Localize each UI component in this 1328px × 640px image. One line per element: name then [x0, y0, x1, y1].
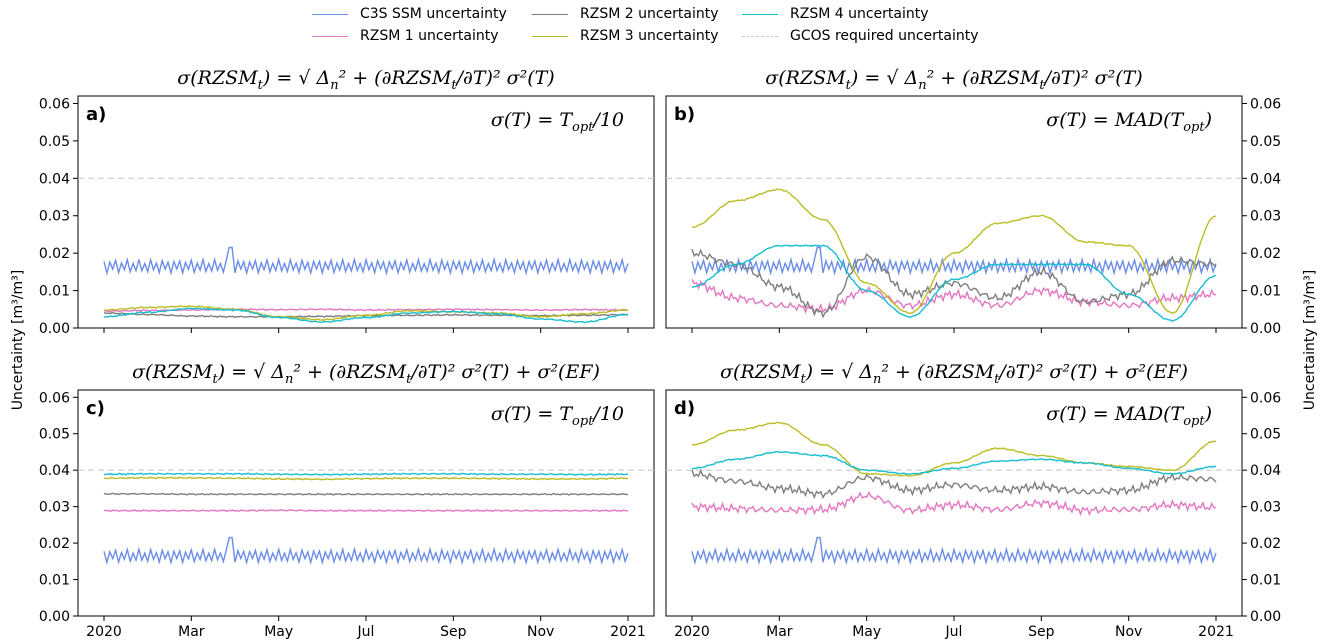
legend: C3S SSM uncertainty RZSM 1 uncertainty R… [312, 2, 1032, 46]
ytick-label: 0.04 [1250, 463, 1281, 479]
ytick-label: 0.06 [39, 96, 70, 112]
series-line-rzsm3 [691, 421, 1217, 477]
series-line-rzsm3 [103, 476, 629, 481]
xtick-label: 2020 [674, 624, 710, 640]
ytick-label: 0.04 [39, 171, 70, 187]
ytick-label: 0.05 [1250, 427, 1281, 443]
series-line-rzsm1 [103, 508, 628, 513]
xtick-label: 2020 [86, 624, 122, 640]
series-line-c3s [691, 246, 1217, 276]
ylabel-right: Uncertainty [m³/m³] [1302, 270, 1318, 410]
panel-formula: σ(RZSMt) = √ Δn² + (∂RZSMt/∂T)² σ²(T) + … [720, 361, 1188, 387]
legend-item-rzsm4: RZSM 4 uncertainty [742, 4, 929, 24]
xtick-label: May [264, 624, 293, 640]
ytick-label: 0.05 [39, 134, 70, 150]
series-line-rzsm1 [691, 278, 1217, 315]
xtick-label: Jul [357, 624, 375, 640]
ytick-label: 0.06 [1250, 390, 1281, 406]
ytick-label: 0.03 [1250, 500, 1281, 516]
series-line-rzsm1 [691, 490, 1217, 517]
series-line-rzsm2 [691, 468, 1217, 500]
ytick-label: 0.05 [39, 427, 70, 443]
panel-label: c) [86, 398, 105, 419]
legend-item-rzsm1: RZSM 1 uncertainty [312, 26, 499, 46]
ytick-label: 0.01 [1250, 573, 1281, 589]
legend-label: GCOS required uncertainty [790, 28, 979, 44]
ytick-label: 0.00 [1250, 609, 1281, 625]
series-line-c3s [103, 246, 629, 276]
legend-item-rzsm2: RZSM 2 uncertainty [532, 4, 719, 24]
series-line-rzsm1 [103, 307, 628, 313]
legend-swatch [742, 13, 778, 15]
ytick-label: 0.00 [39, 609, 70, 625]
sigma-label: σ(T) = Topt/10 [491, 109, 624, 135]
ytick-label: 0.01 [1250, 284, 1281, 300]
ytick-label: 0.02 [39, 536, 70, 552]
ytick-label: 0.02 [39, 246, 70, 262]
xtick-label: Nov [1115, 624, 1142, 640]
legend-swatch [742, 35, 778, 37]
ytick-label: 0.01 [39, 573, 70, 589]
ytick-label: 0.03 [39, 500, 70, 516]
xtick-label: Sep [440, 624, 467, 640]
legend-swatch [312, 13, 348, 15]
ylabel-left: Uncertainty [m³/m³] [10, 270, 26, 410]
series-line-c3s [103, 536, 629, 566]
xtick-label: May [852, 624, 881, 640]
series-line-rzsm3 [691, 188, 1217, 314]
legend-label: RZSM 1 uncertainty [360, 28, 499, 44]
xtick-label: 2021 [1198, 624, 1234, 640]
series-line-rzsm2 [103, 492, 629, 496]
sigma-label: σ(T) = Topt/10 [491, 403, 624, 429]
panel-c: 0.00 0.01 0.02 0.03 0.04 0.05 0.06 2020 Mar May Ju… [39, 361, 655, 640]
ytick-label: 0.01 [39, 284, 70, 300]
ytick-label: 0.04 [39, 463, 70, 479]
panel-a: 0.00 0.01 0.02 0.03 0.04 0.05 0.06 a) σ(T) = Top… [39, 67, 655, 337]
legend-item-c3s: C3S SSM uncertainty [312, 4, 507, 24]
sigma-label: σ(T) = MAD(Topt) [1046, 403, 1212, 429]
series-line-rzsm4 [691, 244, 1217, 323]
panels: 0.00 0.01 0.02 0.03 0.04 0.05 0.06 a) σ(T) = Top… [39, 67, 1281, 640]
xtick-label: Nov [527, 624, 554, 640]
ytick-label: 0.02 [1250, 536, 1281, 552]
ytick-label: 0.00 [1250, 321, 1281, 337]
ytick-label: 0.06 [1250, 96, 1281, 112]
series-line-rzsm4 [691, 450, 1217, 476]
legend-item-gcos: GCOS required uncertainty [742, 26, 979, 46]
panel-d: 0.00 0.01 0.02 0.03 0.04 0.05 0.06 2020 Mar May Ju… [665, 361, 1281, 640]
xtick-label: Mar [178, 624, 205, 640]
legend-swatch [312, 35, 348, 37]
panel-formula: σ(RZSMt) = √ Δn² + (∂RZSMt/∂T)² σ²(T) [177, 67, 554, 93]
panel-label: a) [86, 104, 106, 125]
ytick-label: 0.00 [39, 321, 70, 337]
series-line-rzsm3 [103, 304, 629, 321]
sigma-label: σ(T) = MAD(Topt) [1046, 109, 1212, 135]
legend-swatch [532, 35, 568, 37]
xtick-label: 2021 [610, 624, 646, 640]
legend-swatch [532, 13, 568, 15]
ytick-label: 0.06 [39, 390, 70, 406]
legend-label: RZSM 4 uncertainty [790, 6, 929, 22]
panel-label: d) [674, 398, 695, 419]
panel-formula: σ(RZSMt) = √ Δn² + (∂RZSMt/∂T)² σ²(T) + … [132, 361, 600, 387]
ytick-label: 0.02 [1250, 246, 1281, 262]
legend-label: RZSM 2 uncertainty [580, 6, 719, 22]
xtick-label: Mar [766, 624, 793, 640]
xtick-label: Jul [945, 624, 963, 640]
ytick-label: 0.05 [1250, 134, 1281, 150]
ytick-label: 0.03 [39, 209, 70, 225]
series-line-rzsm4 [103, 472, 628, 476]
ytick-label: 0.04 [1250, 171, 1281, 187]
ytick-label: 0.03 [1250, 209, 1281, 225]
panel-b: 0.00 0.01 0.02 0.03 0.04 0.05 0.06 b) σ(T) = MAD… [665, 67, 1281, 337]
panel-formula: σ(RZSMt) = √ Δn² + (∂RZSMt/∂T)² σ²(T) [765, 67, 1142, 93]
legend-item-rzsm3: RZSM 3 uncertainty [532, 26, 719, 46]
xtick-label: Sep [1028, 624, 1055, 640]
legend-label: C3S SSM uncertainty [360, 6, 507, 22]
panel-label: b) [674, 104, 695, 125]
series-line-c3s [691, 536, 1217, 566]
series-line-rzsm4 [103, 307, 629, 324]
legend-label: RZSM 3 uncertainty [580, 28, 719, 44]
